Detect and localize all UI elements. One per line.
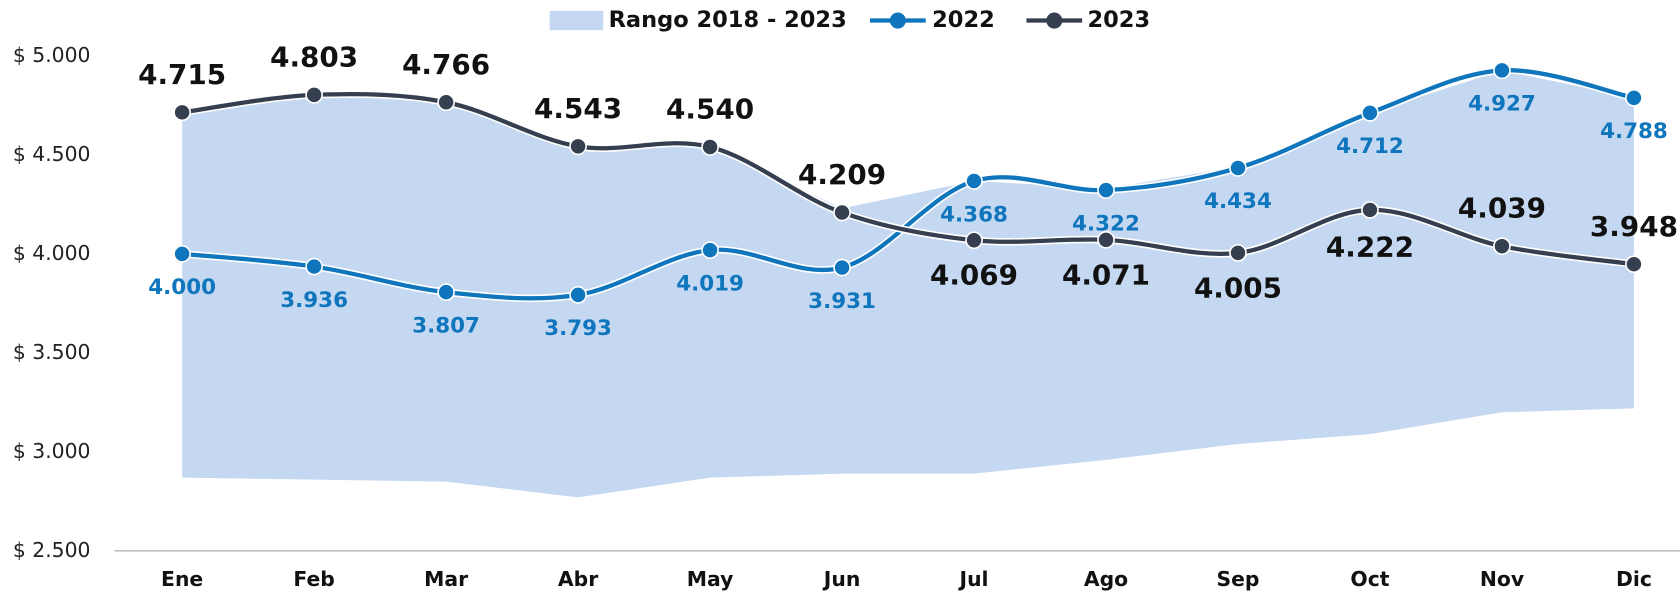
marker: [1493, 237, 1511, 256]
data-label: 4.000: [148, 275, 216, 300]
data-label: 3.807: [412, 313, 480, 338]
x-tick-label: Nov: [1480, 567, 1524, 591]
marker: [1229, 159, 1247, 177]
y-tick-label: $ 4.000: [13, 241, 91, 265]
legend-marker: [1046, 12, 1063, 29]
marker: [833, 203, 851, 222]
x-tick-label: Oct: [1350, 567, 1389, 591]
marker: [965, 231, 983, 250]
marker: [965, 172, 983, 190]
marker: [569, 286, 587, 304]
marker: [305, 257, 323, 276]
data-label: 4.803: [270, 40, 358, 73]
marker: [1361, 104, 1379, 122]
y-tick-label: $ 3.500: [13, 340, 91, 364]
marker: [437, 93, 455, 112]
data-label: 4.209: [798, 158, 886, 191]
data-label: 4.766: [402, 48, 490, 81]
data-label: 4.927: [1468, 92, 1536, 117]
marker: [569, 137, 587, 156]
data-label: 4.368: [940, 202, 1008, 227]
marker: [305, 86, 323, 104]
legend-label: Rango 2018 - 2023: [609, 7, 847, 33]
marker: [701, 241, 719, 259]
x-tick-label: Ago: [1084, 567, 1128, 591]
x-tick-label: May: [687, 567, 734, 591]
marker: [1625, 255, 1643, 274]
legend-swatch: [549, 10, 604, 31]
data-label: 4.434: [1204, 189, 1272, 214]
data-label: 4.540: [666, 93, 754, 126]
x-tick-label: Abr: [558, 567, 598, 591]
y-tick-label: $ 2.500: [13, 538, 91, 562]
data-label: 3.931: [808, 289, 876, 314]
y-tick-label: $ 3.000: [13, 439, 91, 463]
marker: [173, 245, 191, 263]
x-tick-label: Jun: [822, 567, 861, 591]
marker: [1229, 244, 1247, 262]
data-label: 4.222: [1326, 231, 1414, 264]
marker: [437, 283, 455, 301]
data-label: 4.069: [930, 259, 1018, 292]
y-tick-label: $ 5.000: [13, 43, 91, 67]
x-tick-label: Jul: [958, 567, 989, 591]
legend-label: 2023: [1088, 7, 1151, 33]
data-label: 3.948: [1590, 210, 1678, 243]
marker: [1625, 89, 1643, 107]
data-label: 4.543: [534, 92, 622, 125]
range-area: [182, 70, 1634, 498]
data-label: 4.788: [1600, 119, 1668, 144]
marker: [1097, 181, 1115, 199]
marker: [1097, 230, 1115, 249]
data-label: 4.019: [676, 271, 744, 296]
data-label: 4.712: [1336, 134, 1404, 159]
marker: [833, 258, 851, 277]
x-tick-label: Sep: [1216, 567, 1259, 591]
data-label: 3.936: [280, 288, 348, 313]
marker: [701, 138, 719, 156]
marker: [1493, 61, 1511, 80]
legend-marker: [889, 12, 906, 29]
data-label: 4.715: [138, 58, 226, 91]
x-tick-label: Mar: [424, 567, 468, 591]
y-tick-label: $ 4.500: [13, 142, 91, 166]
marker: [173, 103, 191, 122]
data-label: 4.005: [1194, 271, 1282, 304]
x-tick-label: Feb: [293, 567, 334, 591]
x-tick-label: Dic: [1616, 567, 1652, 591]
x-tick-label: Ene: [161, 567, 203, 591]
data-label: 3.793: [544, 316, 612, 341]
line: [181, 91, 1635, 267]
marker: [1361, 201, 1379, 219]
data-label: 4.071: [1062, 258, 1150, 291]
legend-label: 2022: [932, 7, 995, 33]
data-label: 4.039: [1458, 192, 1546, 225]
